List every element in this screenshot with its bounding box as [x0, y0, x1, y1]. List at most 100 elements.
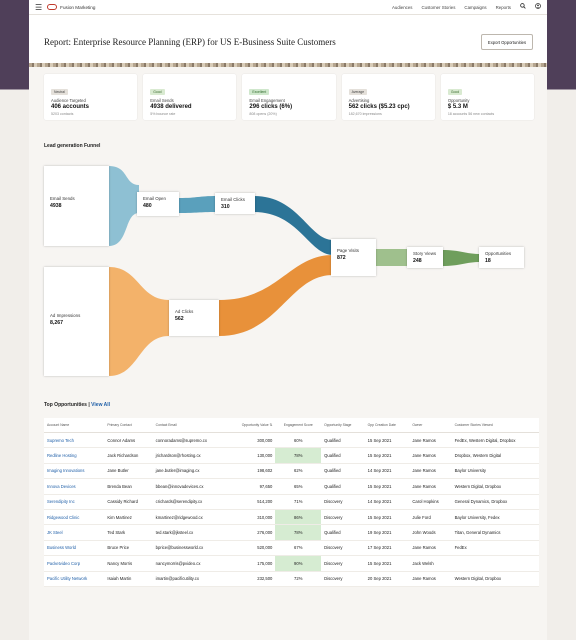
kpi-value: $ 5.3 M	[447, 104, 468, 110]
col-opportunity-stage[interactable]: Opportunity Stage	[321, 418, 365, 433]
kpi-subtext: 808 opens (20%)	[249, 112, 277, 116]
nav-campaigns[interactable]: Campaigns	[464, 4, 487, 10]
kpi-label: Advertising	[348, 98, 370, 103]
cell-opportunity-stage: Discovery	[321, 555, 365, 572]
nav-customer-stories[interactable]: Customer Stories	[421, 4, 456, 10]
funnel-node-ad-clicks[interactable]: Ad Clicks 562	[169, 300, 219, 336]
sort-icon[interactable]: ⇅	[269, 423, 273, 427]
cell-primary-contact: Bruce Price	[104, 540, 153, 557]
cell-opportunity-value: 310,000	[227, 509, 276, 526]
flow-story-views-to-opportunities	[442, 250, 481, 266]
status-badge: Good	[447, 89, 463, 95]
export-opportunities-button[interactable]: Export Opportunities	[481, 34, 533, 50]
cell-account-name[interactable]: Business World	[44, 540, 105, 557]
cell-customer-stories: Western Digital, Dropbox	[451, 478, 539, 495]
cell-customer-stories: Dropbox, Western Digital	[451, 447, 539, 464]
node-value: 310	[221, 204, 230, 210]
col-opportunity-value[interactable]: Opportunity Value ⇅	[227, 418, 276, 433]
cell-engagement-score: 71%	[275, 494, 322, 510]
kpi-value: 406 accounts	[51, 104, 90, 110]
col-opp-creation-date[interactable]: Opp Creation Date	[364, 418, 410, 433]
kpi-card: Good Email Sends 4938 delivered 5% bounc…	[143, 74, 237, 120]
node-label: Story Views	[413, 251, 437, 256]
funnel-node-ad-impressions[interactable]: Ad Impressions 8,267	[44, 267, 109, 376]
cell-opportunity-stage: Qualified	[321, 524, 365, 541]
cell-opportunity-value: 97,650	[227, 478, 276, 495]
cell-opportunity-value: 514,200	[227, 494, 276, 510]
table-row[interactable]: Innova Devices Brenda Bean bbean@innovadev…	[44, 478, 539, 495]
kpi-subtext: 5% bounce rate	[150, 112, 176, 116]
table-row[interactable]: Redline Hosting Jack Richardson jrichardso…	[44, 447, 539, 464]
cell-account-name[interactable]: Ridgewood Clinic	[44, 509, 105, 526]
cell-opportunity-value: 520,000	[227, 540, 276, 557]
cell-opportunity-stage: Qualified	[321, 463, 365, 480]
kpi-label: Email Sends	[150, 98, 174, 103]
kpi-card: Neutral Audience Targeted 406 accounts 5…	[44, 74, 138, 120]
funnel-node-email-open[interactable]: Email Open 480	[137, 192, 179, 216]
node-value: 8,267	[50, 320, 63, 326]
cell-account-name[interactable]: Packetvideo Corp	[44, 555, 105, 572]
table-row[interactable]: Ridgewood Clinic Kim Martinez kmartinez@ri…	[44, 509, 539, 526]
funnel-node-page-visits[interactable]: Page Visits 872	[331, 239, 376, 276]
cell-account-name[interactable]: Serendipity Inc	[44, 494, 105, 510]
cell-account-name[interactable]: Imaging Innovations	[44, 463, 105, 480]
view-all-link[interactable]: View All	[91, 402, 111, 408]
funnel-node-opportunities[interactable]: Opportunities 18	[479, 247, 524, 268]
col-contact-email[interactable]: Contact Email	[152, 418, 228, 433]
cell-contact-email: bprice@businessworld.cx	[152, 540, 228, 557]
cell-account-name[interactable]: Innova Devices	[44, 478, 105, 495]
flow-email-clicks-to-page-visits	[254, 196, 333, 255]
cell-account-name[interactable]: Pacific Utility Network	[44, 571, 105, 587]
table-row[interactable]: JK Steel Ted Stark ted.stark@jksteel.cx 276…	[44, 524, 539, 541]
cell-opportunity-value: 198,602	[227, 463, 276, 480]
node-label: Email Open	[143, 196, 166, 201]
cell-customer-stories: Baylor University, Fedex	[451, 509, 539, 526]
nav-audiences[interactable]: Audiences	[391, 4, 413, 10]
cell-account-name[interactable]: Redline Hosting	[44, 447, 105, 464]
cell-contact-email: kmartinez@ridgewood.cx	[152, 509, 228, 526]
col-primary-contact[interactable]: Primary Contact	[104, 418, 153, 433]
cell-contact-email: crichards@serendipity.cx	[152, 494, 228, 510]
node-value: 248	[413, 258, 422, 264]
cell-contact-email: imartin@pacificutility.cx	[152, 571, 228, 587]
cell-opportunity-value: 276,000	[227, 524, 276, 541]
funnel-node-email-clicks[interactable]: Email Clicks 310	[215, 193, 255, 214]
cell-creation-date: 14 Sep 2021	[364, 463, 410, 480]
table-body: Supremo Tech Connor Adams connoradams@supr…	[44, 432, 539, 587]
node-label: Page Visits	[337, 248, 359, 253]
app-frame: ☰ Fusion Marketing Audiences Customer St…	[29, 0, 547, 640]
cell-account-name[interactable]: JK Steel	[44, 524, 105, 541]
kpi-subtext: 18 accounts 56 new contacts	[447, 112, 495, 116]
node-label: Email Sends	[50, 196, 75, 201]
col-engagement-score[interactable]: Engagement Score	[275, 418, 322, 433]
col-account-name[interactable]: Account Name	[44, 418, 105, 433]
cell-creation-date: 15 Sep 2021	[364, 478, 410, 495]
table-row[interactable]: Pacific Utility Network Isaiah Martin imar…	[44, 571, 539, 587]
nav-reports[interactable]: Reports	[495, 4, 511, 10]
cell-engagement-score: 86%	[275, 509, 322, 526]
user-icon[interactable]	[535, 3, 541, 11]
table-row[interactable]: Business World Bruce Price bprice@business…	[44, 540, 539, 557]
kpi-cards: Neutral Audience Targeted 406 accounts 5…	[44, 74, 535, 120]
col-owner[interactable]: Owner	[409, 418, 452, 433]
table-row[interactable]: Serendipity Inc Cassidy Richard crichards@…	[44, 494, 539, 510]
table-row[interactable]: Imaging Innovations Jane Butler jane.butle…	[44, 463, 539, 480]
cell-creation-date: 15 Sep 2021	[364, 555, 410, 572]
table-row[interactable]: Supremo Tech Connor Adams connoradams@supr…	[44, 432, 539, 449]
cell-owner: Jane Ramos	[409, 432, 452, 449]
funnel-node-email-sends[interactable]: Email Sends 4938	[44, 166, 109, 246]
table-title: Top Opportunities	[44, 402, 87, 408]
cell-contact-email: connoradams@supremo.cx	[152, 432, 228, 449]
kpi-card: Excellent Email Engagement 296 clicks (6…	[242, 74, 336, 120]
cell-engagement-score: 65%	[275, 478, 322, 495]
table-row[interactable]: Packetvideo Corp Nancy Morris nancymorris@…	[44, 555, 539, 572]
col-customer-stories[interactable]: Customer Stories Viewed	[451, 418, 539, 433]
cell-account-name[interactable]: Supremo Tech	[44, 432, 105, 449]
search-icon[interactable]	[520, 3, 526, 11]
flow-ad-clicks-to-page-visits	[219, 255, 333, 336]
funnel-node-story-views[interactable]: Story Views 248	[407, 247, 443, 268]
cell-owner: Jane Ramos	[409, 571, 452, 587]
cell-creation-date: 15 Sep 2021	[364, 509, 410, 526]
cell-owner: Jack Welsh	[409, 555, 452, 572]
menu-icon[interactable]: ☰	[35, 2, 43, 12]
